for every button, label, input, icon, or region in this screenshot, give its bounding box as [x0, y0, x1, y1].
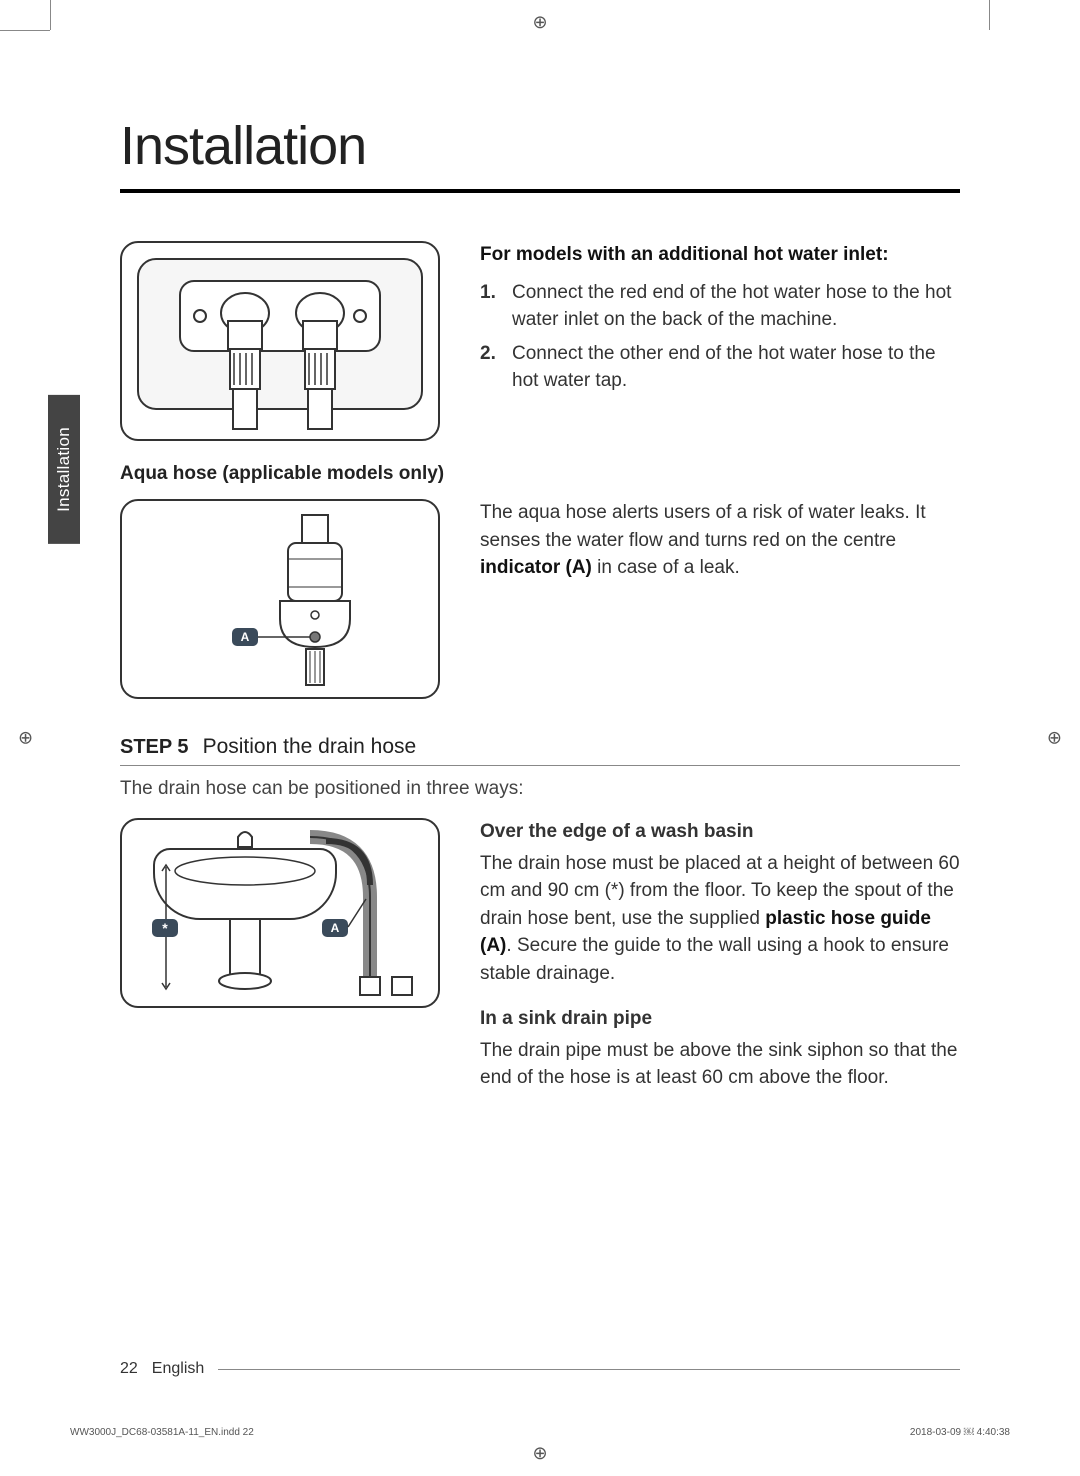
registration-mark-bottom-icon: ⊕: [532, 1443, 547, 1464]
aqua-hose-text: The aqua hose alerts users of a risk of …: [480, 499, 960, 699]
illustration-aqua-hose: A: [120, 499, 440, 699]
footnote-right: 2018-03-09 ￼ 4:40:38: [910, 1427, 1010, 1438]
hose-inlet-icon: [130, 251, 430, 431]
footer-rule: [218, 1369, 960, 1370]
illustration-hot-water-inlets: [120, 241, 440, 441]
crop-mark: [0, 30, 50, 31]
sink-paragraph: The drain pipe must be above the sink si…: [480, 1037, 960, 1092]
illus-frame: * A: [120, 818, 440, 1008]
page-number: 22: [120, 1360, 138, 1378]
step-rule: [120, 765, 960, 766]
aqua-text-before: The aqua hose alerts users of a risk of …: [480, 502, 926, 551]
aqua-hose-caption: Aqua hose (applicable models only): [120, 463, 960, 485]
row-drain-hose: * A Over the edge of a wash basin Th: [120, 818, 960, 1092]
registration-mark-right-icon: ⊕: [1047, 728, 1062, 749]
step-text: Connect the other end of the hot water h…: [512, 340, 960, 395]
title-rule: [120, 189, 960, 193]
svg-text:A: A: [241, 630, 250, 644]
aqua-text-after: in case of a leak.: [592, 557, 740, 578]
list-item: 2.Connect the other end of the hot water…: [480, 340, 960, 395]
hot-water-text: For models with an additional hot water …: [480, 241, 960, 441]
sink-heading: In a sink drain pipe: [480, 1005, 960, 1033]
step-title: Position the drain hose: [203, 735, 417, 759]
page-title: Installation: [120, 115, 960, 177]
content-area: Installation: [120, 115, 960, 1092]
registration-mark-top-icon: ⊕: [532, 12, 547, 33]
step5-header: STEP 5 Position the drain hose: [120, 735, 960, 759]
svg-text:*: *: [162, 920, 168, 936]
aqua-indicator-label: indicator (A): [480, 557, 592, 578]
aqua-paragraph: The aqua hose alerts users of a risk of …: [480, 499, 960, 582]
step5-intro: The drain hose can be positioned in thre…: [120, 778, 960, 800]
page: ⊕ ⊕ ⊕ ⊕ Installation Installation: [0, 0, 1080, 1476]
footnote-left: WW3000J_DC68-03581A-11_EN.indd 22: [70, 1427, 254, 1438]
over-edge-after: . Secure the guide to the wall using a h…: [480, 935, 949, 984]
step-text: Connect the red end of the hot water hos…: [512, 279, 960, 334]
wash-basin-icon: * A: [130, 827, 430, 999]
step-label: STEP 5: [120, 736, 189, 759]
illustration-drain-hose: * A: [120, 818, 440, 1092]
hot-water-heading: For models with an additional hot water …: [480, 241, 960, 269]
row-hot-water: For models with an additional hot water …: [120, 241, 960, 441]
list-item: 1.Connect the red end of the hot water h…: [480, 279, 960, 334]
page-footer: 22 English: [120, 1360, 960, 1378]
crop-mark: [989, 0, 990, 30]
hot-water-steps: 1.Connect the red end of the hot water h…: [480, 279, 960, 395]
aqua-hose-icon: A: [130, 509, 430, 689]
page-language: English: [152, 1360, 204, 1378]
svg-text:A: A: [331, 921, 340, 935]
crop-mark: [50, 0, 51, 30]
over-edge-heading: Over the edge of a wash basin: [480, 818, 960, 846]
registration-mark-left-icon: ⊕: [18, 728, 33, 749]
drain-hose-text: Over the edge of a wash basin The drain …: [480, 818, 960, 1092]
over-edge-paragraph: The drain hose must be placed at a heigh…: [480, 850, 960, 988]
row-aqua-hose: A The aqua hose alerts users of a risk o…: [120, 499, 960, 699]
illus-frame: A: [120, 499, 440, 699]
illus-frame: [120, 241, 440, 441]
side-tab: Installation: [48, 395, 80, 544]
